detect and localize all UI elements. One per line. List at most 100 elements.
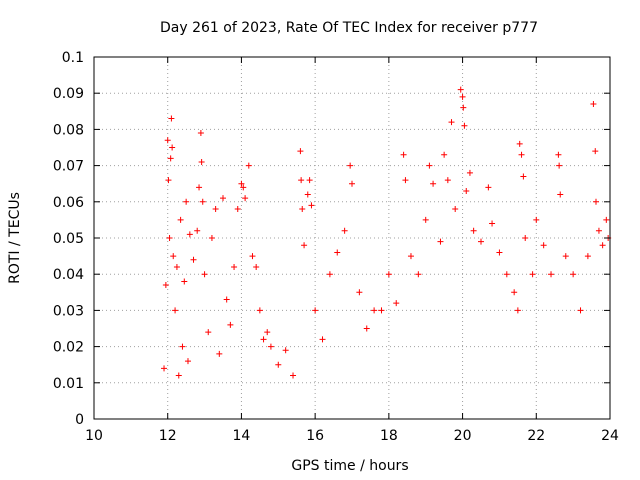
data-point [522, 235, 529, 241]
data-point [197, 130, 204, 137]
data-point [503, 271, 510, 278]
x-tick-label: 14 [233, 428, 251, 444]
data-point [260, 336, 267, 343]
data-point [312, 307, 319, 314]
data-point [170, 253, 177, 260]
data-point [166, 235, 173, 241]
data-point [164, 137, 171, 144]
data-point [181, 278, 188, 285]
data-point [168, 115, 175, 122]
data-point [201, 271, 208, 278]
data-point [304, 191, 311, 198]
data-point [400, 151, 407, 158]
data-point [212, 206, 219, 213]
data-point [231, 263, 238, 270]
data-point [220, 195, 226, 202]
data-point [198, 158, 205, 165]
data-point [592, 198, 599, 205]
y-tick-label: 0.08 [53, 122, 84, 138]
data-point [590, 101, 597, 108]
data-point [415, 271, 422, 278]
data-point [422, 216, 429, 223]
data-point [577, 307, 584, 314]
data-point [540, 242, 547, 249]
data-point [172, 307, 179, 314]
data-point [529, 271, 536, 278]
data-point [461, 122, 468, 129]
data-point [238, 180, 245, 187]
data-point [466, 169, 473, 176]
y-tick-label: 0.04 [53, 267, 84, 283]
data-point [584, 253, 591, 260]
data-point [249, 253, 256, 260]
data-point [326, 271, 333, 278]
data-point [489, 220, 496, 227]
data-point [190, 256, 197, 263]
data-point [393, 300, 400, 307]
y-axis-ticks: 0 0.01 0.02 0.03 0.04 0.05 0.06 0.07 0.08 0.09 0.1 [53, 50, 610, 428]
data-point [570, 271, 577, 278]
data-point [253, 263, 260, 270]
data-point [457, 86, 464, 93]
data-point [290, 372, 297, 379]
data-point [478, 238, 484, 245]
data-point [385, 271, 392, 278]
data-point [518, 151, 525, 158]
data-point [299, 206, 306, 213]
data-point [167, 155, 174, 162]
data-point [298, 177, 305, 184]
data-point [426, 162, 433, 169]
data-point [448, 119, 455, 126]
data-point [516, 140, 523, 147]
data-point [603, 216, 610, 223]
data-point [256, 307, 263, 314]
data-point [179, 343, 186, 350]
data-point [227, 321, 234, 328]
data-point [183, 198, 190, 205]
y-tick-label: 0.02 [53, 340, 84, 356]
data-point [520, 173, 527, 180]
x-tick-label: 24 [601, 428, 619, 444]
data-point [205, 329, 212, 336]
data-point [245, 162, 252, 169]
x-tick-label: 10 [85, 428, 103, 444]
data-point [240, 184, 247, 191]
data-point [378, 307, 385, 314]
data-point [592, 148, 599, 155]
data-point [437, 238, 444, 245]
data-point [371, 307, 378, 314]
y-tick-label: 0.07 [53, 159, 84, 175]
data-point [196, 184, 203, 191]
data-point [264, 329, 271, 336]
data-point [533, 216, 540, 223]
data-point [319, 336, 326, 343]
data-point [234, 206, 241, 213]
data-point [173, 263, 180, 270]
data-point [184, 358, 191, 365]
data-point [599, 242, 606, 249]
data-point [460, 104, 467, 111]
y-tick-label: 0 [75, 412, 84, 428]
data-point [223, 296, 230, 303]
data-point [199, 198, 206, 205]
data-point [562, 253, 569, 260]
data-point [555, 151, 562, 158]
data-point [208, 235, 215, 241]
data-point [459, 93, 466, 100]
x-tick-label: 16 [306, 428, 324, 444]
data-point [548, 271, 555, 278]
data-point [297, 148, 304, 155]
data-point [267, 343, 274, 350]
data-point [556, 162, 563, 169]
data-point [402, 177, 409, 184]
data-point [463, 187, 470, 194]
data-point [165, 177, 172, 184]
data-point [334, 249, 341, 256]
x-tick-label: 12 [159, 428, 177, 444]
data-point [169, 144, 176, 151]
data-point [347, 162, 354, 169]
data-point [242, 195, 249, 202]
data-point [175, 372, 182, 379]
x-tick-label: 18 [380, 428, 398, 444]
